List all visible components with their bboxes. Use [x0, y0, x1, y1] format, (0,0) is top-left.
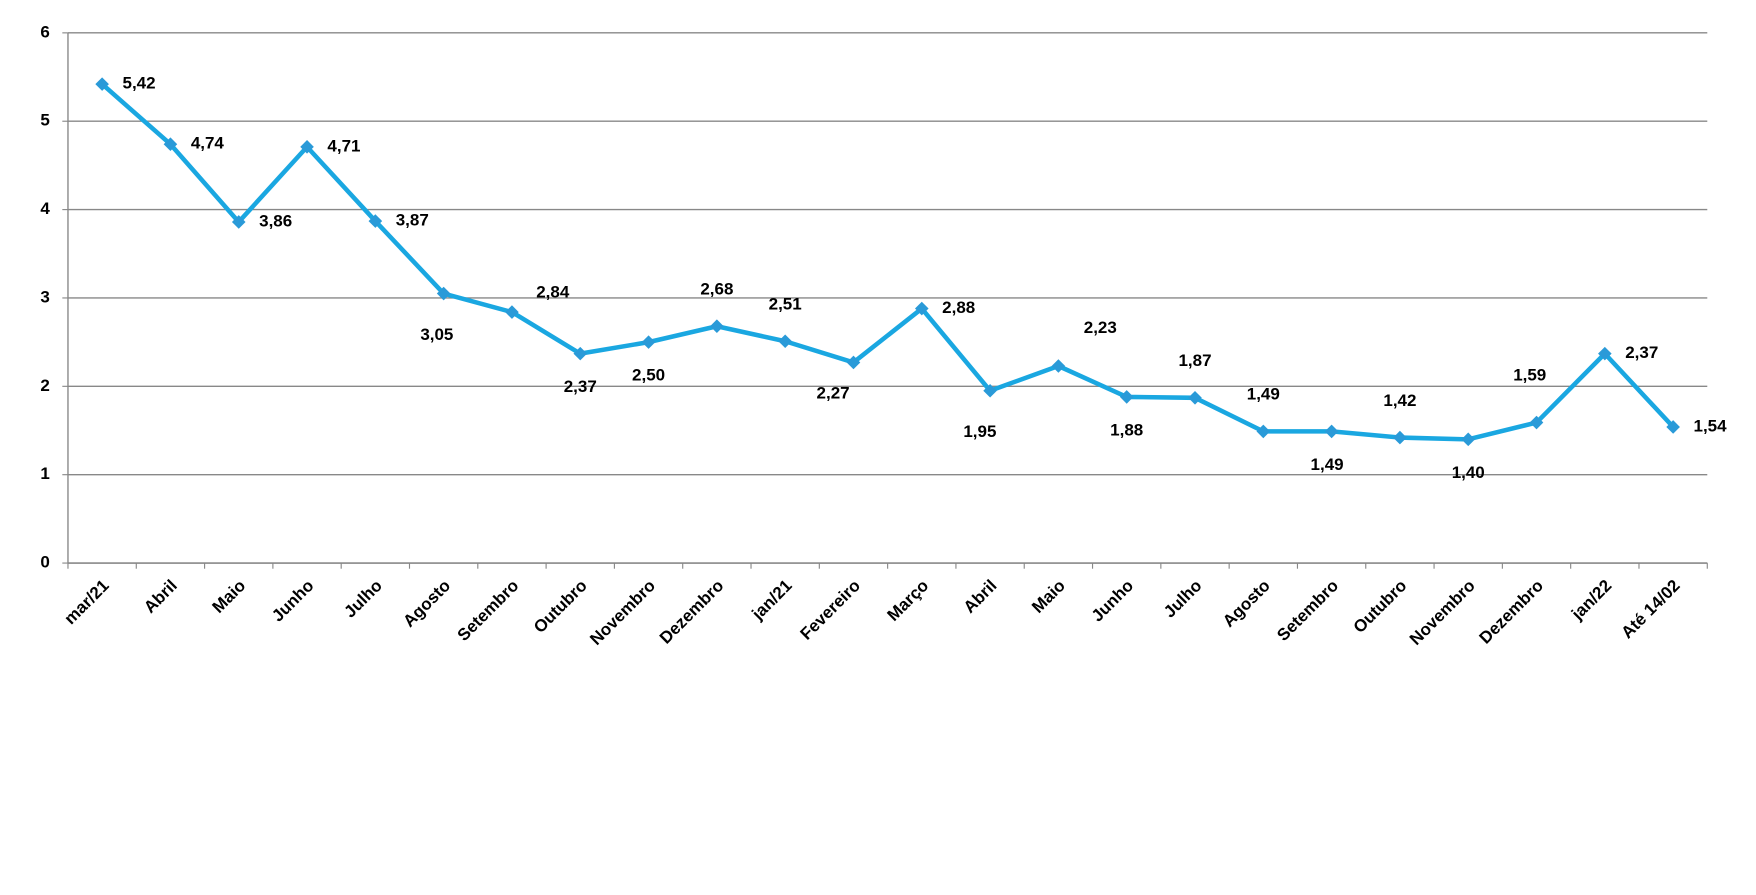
data-label: 2,37 [1625, 343, 1658, 362]
marker [1051, 359, 1066, 373]
data-label: 3,86 [259, 211, 292, 230]
marker [778, 334, 792, 349]
x-tick-label: Junho [268, 576, 317, 625]
data-label: 1,87 [1178, 351, 1211, 370]
data-label: 2,88 [942, 298, 975, 317]
series-line [100, 82, 1675, 442]
data-label: 5,42 [123, 74, 156, 93]
y-tick-label: 2 [40, 376, 49, 395]
data-label: 4,74 [191, 134, 225, 153]
y-tick-label: 4 [40, 199, 50, 218]
marker [1324, 424, 1339, 439]
data-label: 1,40 [1452, 463, 1485, 482]
data-label: 2,37 [564, 377, 597, 396]
data-label: 1,54 [1694, 416, 1728, 435]
marker [641, 335, 656, 349]
x-tick-label: Setembro [1273, 576, 1342, 645]
marker [914, 301, 929, 316]
x-tick-label: jan/22 [1567, 576, 1615, 624]
marker [163, 137, 178, 151]
data-label: 1,95 [963, 422, 996, 441]
marker [1119, 390, 1134, 404]
data-label: 2,68 [700, 279, 733, 298]
x-tick-label: Agosto [1219, 576, 1274, 631]
marker [231, 215, 246, 229]
data-label: 2,27 [817, 384, 850, 403]
y-tick-label: 0 [40, 553, 49, 572]
data-label: 2,51 [769, 294, 802, 313]
marker [368, 214, 383, 228]
x-tick-label: Março [884, 576, 933, 625]
y-tick-label: 6 [40, 22, 49, 41]
data-label: 1,42 [1383, 391, 1416, 410]
data-label: 2,50 [632, 366, 665, 385]
x-tick-label: Até 14/02 [1617, 576, 1683, 642]
x-tick-label: Dezembro [1476, 576, 1548, 648]
marker [1393, 430, 1407, 445]
x-tick-label: Dezembro [656, 576, 728, 648]
marker [1529, 415, 1544, 430]
data-label: 1,49 [1247, 385, 1280, 404]
x-tick-label: Setembro [454, 576, 523, 645]
data-label: 2,84 [536, 282, 570, 301]
data-label: 3,05 [420, 325, 453, 344]
data-label: 1,88 [1110, 420, 1143, 439]
marker [505, 305, 519, 319]
marker [1461, 432, 1476, 447]
x-tick-label: Novembro [1406, 576, 1479, 649]
x-tick-label: Outubro [530, 576, 591, 637]
marker [95, 77, 109, 91]
x-tick-label: Julho [340, 576, 385, 621]
x-tick-label: Junho [1088, 576, 1137, 625]
x-tick-label: Agosto [399, 576, 454, 631]
y-tick-label: 1 [40, 464, 49, 483]
y-tick-label: 3 [40, 287, 49, 306]
x-tick-label: jan/21 [748, 576, 796, 624]
x-tick-label: Novembro [586, 576, 659, 649]
x-tick-label: Maio [208, 576, 249, 617]
marker [300, 140, 314, 154]
data-label: 2,23 [1084, 318, 1117, 337]
marker [436, 286, 451, 301]
data-label: 1,59 [1513, 366, 1546, 385]
x-tick-label: Maio [1028, 576, 1069, 617]
x-tick-label: Fevereiro [796, 576, 864, 644]
marker [573, 346, 588, 361]
data-label: 1,49 [1311, 455, 1344, 474]
x-tick-label: mar/21 [60, 576, 112, 628]
data-label: 3,87 [396, 211, 429, 230]
y-tick-label: 5 [40, 111, 49, 130]
marker [846, 355, 861, 370]
marker [1188, 391, 1202, 405]
x-tick-label: Abril [960, 576, 1001, 617]
x-tick-label: Abril [140, 576, 181, 617]
data-label: 4,71 [327, 136, 360, 155]
x-tick-label: Julho [1160, 576, 1205, 621]
marker [710, 319, 724, 334]
x-tick-label: Outubro [1350, 576, 1411, 637]
